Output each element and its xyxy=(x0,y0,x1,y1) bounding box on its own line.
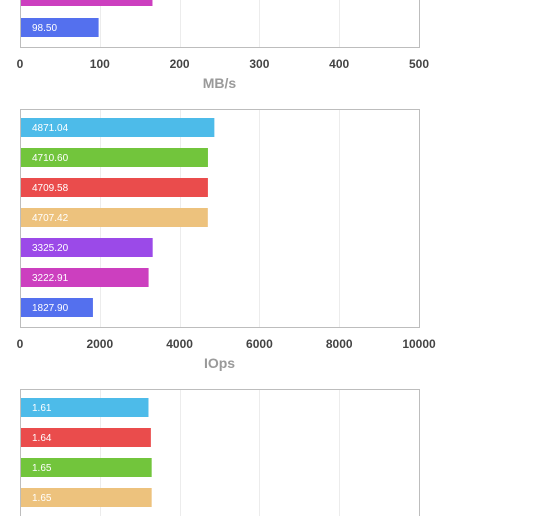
bar xyxy=(21,268,149,287)
x-tick-label: 100 xyxy=(90,57,110,71)
x-tick-label: 300 xyxy=(249,57,269,71)
bar-value-label: 4871.04 xyxy=(32,123,69,134)
x-tick-label: 400 xyxy=(329,57,349,71)
bar-value-label: 4710.60 xyxy=(32,153,69,164)
bar xyxy=(21,488,152,507)
bar xyxy=(21,298,93,317)
x-tick-label: 6000 xyxy=(246,337,273,351)
x-tick-label: 500 xyxy=(409,57,429,71)
x-tick-label: 10000 xyxy=(402,337,436,351)
x-axis-title: IOps xyxy=(204,355,235,371)
x-tick-label: 8000 xyxy=(326,337,353,351)
x-tick-label: 4000 xyxy=(166,337,193,351)
bar-value-label: 1.65 xyxy=(32,493,52,504)
bar-value-label: 1827.90 xyxy=(32,303,69,314)
bar xyxy=(21,208,208,227)
bar xyxy=(21,18,99,37)
x-tick-label: 0 xyxy=(17,337,24,351)
bar xyxy=(21,428,151,447)
bar xyxy=(21,238,153,257)
bar xyxy=(21,458,152,477)
x-axis-title: MB/s xyxy=(203,75,237,91)
bar xyxy=(21,148,208,167)
bar xyxy=(21,118,215,137)
bar-value-label: 3222.91 xyxy=(32,273,69,284)
bar xyxy=(21,178,208,197)
bar xyxy=(21,0,153,6)
x-tick-label: 2000 xyxy=(86,337,113,351)
bar-value-label: 3325.20 xyxy=(32,243,69,254)
bar-value-label: 1.64 xyxy=(32,433,52,444)
bar-value-label: 1.61 xyxy=(32,403,52,414)
bar-value-label: 4709.58 xyxy=(32,183,69,194)
bar-value-label: 98.50 xyxy=(32,23,57,34)
x-tick-label: 0 xyxy=(17,57,24,71)
bar xyxy=(21,398,149,417)
x-tick-label: 200 xyxy=(170,57,190,71)
bar-value-label: 4707.42 xyxy=(32,213,69,224)
bar-value-label: 1.65 xyxy=(32,463,52,474)
